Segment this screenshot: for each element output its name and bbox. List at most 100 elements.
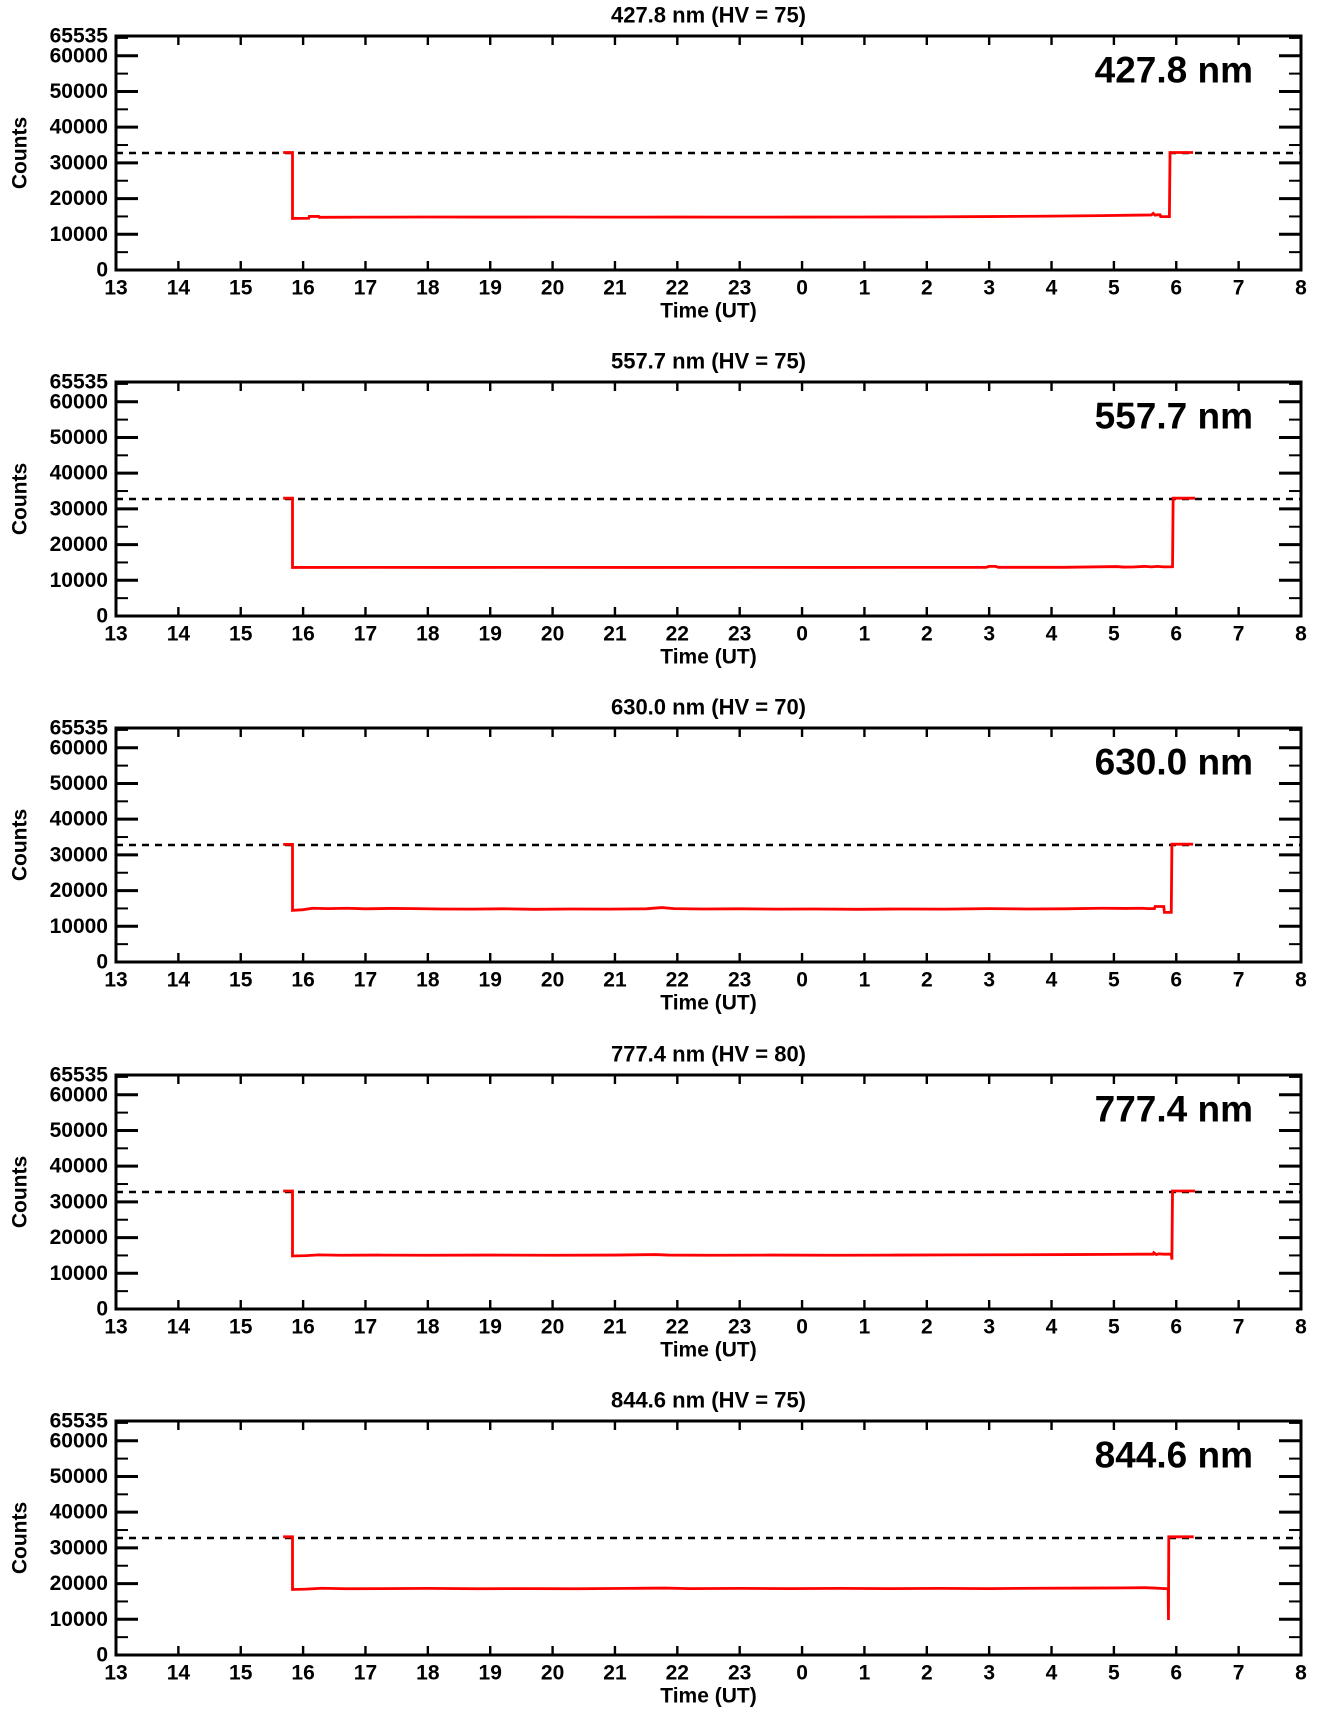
x-tick-label: 16 bbox=[291, 277, 314, 300]
x-tick-label: 4 bbox=[1046, 1316, 1058, 1339]
x-tick-label: 17 bbox=[354, 277, 377, 300]
x-tick-label: 19 bbox=[479, 1662, 502, 1685]
x-tick-label: 22 bbox=[666, 277, 689, 300]
time-axis-label: Time (UT) bbox=[660, 1339, 756, 1362]
counts-axis-label: Counts bbox=[9, 1502, 32, 1574]
wavelength-label: 427.8 nm bbox=[1095, 50, 1253, 91]
x-tick-label: 3 bbox=[983, 277, 995, 300]
x-tick-label: 2 bbox=[921, 1316, 933, 1339]
y-tick-label: 10000 bbox=[50, 223, 108, 246]
x-tick-label: 1 bbox=[859, 969, 871, 992]
x-tick-label: 18 bbox=[416, 969, 440, 992]
y-tick-label: 50000 bbox=[50, 426, 108, 449]
x-tick-label: 14 bbox=[167, 969, 191, 992]
x-tick-label: 2 bbox=[921, 969, 933, 992]
counts-axis-label: Counts bbox=[9, 1156, 32, 1228]
y-tick-label: 30000 bbox=[50, 843, 108, 866]
x-tick-label: 21 bbox=[603, 277, 627, 300]
x-tick-label: 22 bbox=[666, 969, 689, 992]
x-tick-label: 13 bbox=[104, 623, 127, 646]
counts-data-line bbox=[283, 1189, 1195, 1260]
x-tick-label: 1 bbox=[859, 1662, 871, 1685]
y-tick-label: 50000 bbox=[50, 1465, 108, 1488]
y-tick-label: 65535 bbox=[50, 25, 109, 48]
y-tick-label: 40000 bbox=[50, 116, 108, 139]
x-tick-label: 21 bbox=[603, 969, 627, 992]
x-tick-label: 1 bbox=[859, 1316, 871, 1339]
x-tick-label: 21 bbox=[603, 623, 627, 646]
y-tick-label: 40000 bbox=[50, 808, 108, 831]
x-tick-label: 22 bbox=[666, 623, 689, 646]
x-tick-label: 0 bbox=[796, 623, 808, 646]
x-tick-label: 18 bbox=[416, 623, 440, 646]
x-tick-label: 17 bbox=[354, 623, 377, 646]
x-tick-label: 16 bbox=[291, 623, 314, 646]
time-axis-label: Time (UT) bbox=[660, 1685, 756, 1708]
x-tick-label: 7 bbox=[1233, 1662, 1245, 1685]
x-tick-label: 23 bbox=[728, 969, 751, 992]
y-tick-label: 65535 bbox=[50, 371, 109, 394]
x-tick-label: 15 bbox=[229, 1316, 253, 1339]
y-tick-label: 65535 bbox=[50, 717, 109, 740]
x-tick-label: 15 bbox=[229, 969, 253, 992]
counts-axis-label: Counts bbox=[9, 463, 32, 535]
x-tick-label: 14 bbox=[167, 623, 191, 646]
counts-data-line bbox=[283, 842, 1194, 914]
plot-box bbox=[114, 34, 1303, 272]
y-tick-label: 0 bbox=[96, 605, 108, 628]
x-tick-label: 0 bbox=[796, 277, 808, 300]
x-tick-label: 18 bbox=[416, 1662, 440, 1685]
x-tick-label: 23 bbox=[728, 1662, 751, 1685]
x-tick-label: 4 bbox=[1046, 623, 1058, 646]
x-tick-label: 13 bbox=[104, 1316, 127, 1339]
x-tick-label: 2 bbox=[921, 623, 933, 646]
x-tick-label: 5 bbox=[1108, 623, 1120, 646]
x-tick-label: 19 bbox=[479, 1316, 502, 1339]
panel-background bbox=[0, 1039, 1336, 1386]
x-tick-label: 20 bbox=[541, 1316, 564, 1339]
time-axis-label: Time (UT) bbox=[660, 300, 756, 323]
wavelength-label: 844.6 nm bbox=[1095, 1435, 1253, 1476]
x-tick-label: 4 bbox=[1046, 277, 1058, 300]
x-tick-label: 16 bbox=[291, 1662, 314, 1685]
x-tick-label: 8 bbox=[1295, 1316, 1307, 1339]
x-tick-label: 5 bbox=[1108, 969, 1120, 992]
x-tick-label: 20 bbox=[541, 277, 564, 300]
panel-background bbox=[0, 1385, 1336, 1731]
x-tick-label: 7 bbox=[1233, 969, 1245, 992]
y-tick-label: 40000 bbox=[50, 1501, 108, 1524]
x-tick-label: 19 bbox=[479, 623, 502, 646]
x-tick-label: 14 bbox=[167, 1316, 191, 1339]
panel-title: 630.0 nm (HV = 70) bbox=[611, 695, 806, 720]
x-tick-label: 21 bbox=[603, 1662, 627, 1685]
y-tick-label: 30000 bbox=[50, 151, 108, 174]
x-tick-label: 3 bbox=[983, 1662, 995, 1685]
panel-title: 844.6 nm (HV = 75) bbox=[611, 1388, 806, 1413]
x-tick-label: 3 bbox=[983, 623, 995, 646]
x-tick-label: 22 bbox=[666, 1316, 689, 1339]
y-tick-label: 65535 bbox=[50, 1410, 109, 1433]
x-tick-label: 6 bbox=[1170, 1316, 1182, 1339]
panel-background bbox=[0, 0, 1336, 347]
plot-box bbox=[114, 1419, 1303, 1657]
x-tick-label: 14 bbox=[167, 1662, 191, 1685]
x-tick-label: 5 bbox=[1108, 1316, 1120, 1339]
y-tick-label: 10000 bbox=[50, 569, 108, 592]
y-tick-label: 20000 bbox=[50, 533, 108, 556]
y-tick-label: 20000 bbox=[50, 187, 108, 210]
plot-box bbox=[114, 380, 1303, 618]
wavelength-label: 630.0 nm bbox=[1095, 742, 1253, 783]
y-tick-label: 60000 bbox=[50, 1083, 108, 1106]
x-tick-label: 13 bbox=[104, 1662, 127, 1685]
plot-box bbox=[114, 1073, 1303, 1311]
x-tick-label: 0 bbox=[796, 969, 808, 992]
x-tick-label: 8 bbox=[1295, 1662, 1307, 1685]
y-tick-label: 60000 bbox=[50, 390, 108, 413]
x-tick-label: 8 bbox=[1295, 277, 1307, 300]
y-tick-label: 40000 bbox=[50, 1155, 108, 1178]
counts-data-line bbox=[283, 496, 1195, 569]
